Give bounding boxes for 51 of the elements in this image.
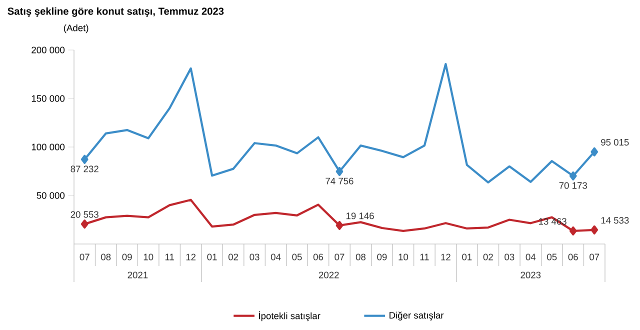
x-tick-label: 08 (101, 254, 111, 260)
x-tick-label: 11 (420, 254, 429, 260)
text: 2023 (520, 272, 541, 278)
x-tick-label: 12 (186, 254, 196, 260)
point (569, 171, 577, 180)
data-label: 14 533 (601, 217, 629, 224)
x-tick-label: 07 (590, 254, 600, 260)
point (80, 154, 88, 164)
data-label: 20 553 (70, 211, 98, 218)
x-tick-label: 09 (377, 254, 387, 260)
x-tick-label: 02 (483, 254, 493, 260)
point (336, 166, 344, 176)
y-tick-label: 100 000 (32, 144, 65, 150)
x-tick-label: 02 (228, 254, 238, 260)
data-label: 95 015 (601, 138, 629, 146)
text: 2022 (318, 272, 339, 278)
x-tick-label: 06 (568, 254, 578, 260)
point (80, 220, 88, 229)
data-label: 70 173 (559, 182, 587, 189)
x-tick-label: 10 (144, 254, 154, 260)
x-tick-label: 01 (462, 254, 472, 260)
x-tick-label: 04 (270, 254, 281, 260)
point (569, 226, 577, 236)
y-tick-label: 50 000 (36, 192, 65, 199)
data-label: 87 232 (70, 166, 98, 172)
chart-title: Satış şekline göre konut satışı, Temmuz 2023 (8, 7, 224, 17)
y-axis-title: (Adet) (64, 24, 88, 34)
x-tick-label: 04 (526, 254, 536, 260)
x-tick-label: 03 (250, 254, 260, 260)
data-label: 74 756 (326, 178, 354, 184)
x-tick-label: 03 (504, 254, 514, 260)
x-tick-label: 10 (398, 254, 408, 260)
y-tick-label: 150 000 (32, 95, 65, 102)
x-tick-label: 05 (292, 254, 302, 260)
x-tick-label: 01 (207, 254, 217, 260)
x-tick-label: 09 (122, 254, 132, 260)
x-tick-label: 07 (80, 254, 90, 260)
legend-label: Diğer satışlar (390, 312, 444, 321)
x-tick-label: 05 (547, 254, 557, 260)
point (336, 220, 344, 230)
y-tick-label: 200 000 (32, 46, 65, 54)
x-tick-label: 12 (441, 254, 450, 260)
point (590, 225, 598, 234)
x-tick-label: 06 (313, 254, 324, 260)
x-tick-label: 11 (165, 254, 174, 260)
legend-label: İpotekli satışlar (259, 311, 320, 322)
x-tick-label: 08 (356, 254, 366, 260)
point (590, 147, 598, 156)
data-label: 19 146 (346, 212, 374, 220)
text: 2021 (128, 272, 148, 278)
x-tick-label: 07 (334, 254, 344, 260)
